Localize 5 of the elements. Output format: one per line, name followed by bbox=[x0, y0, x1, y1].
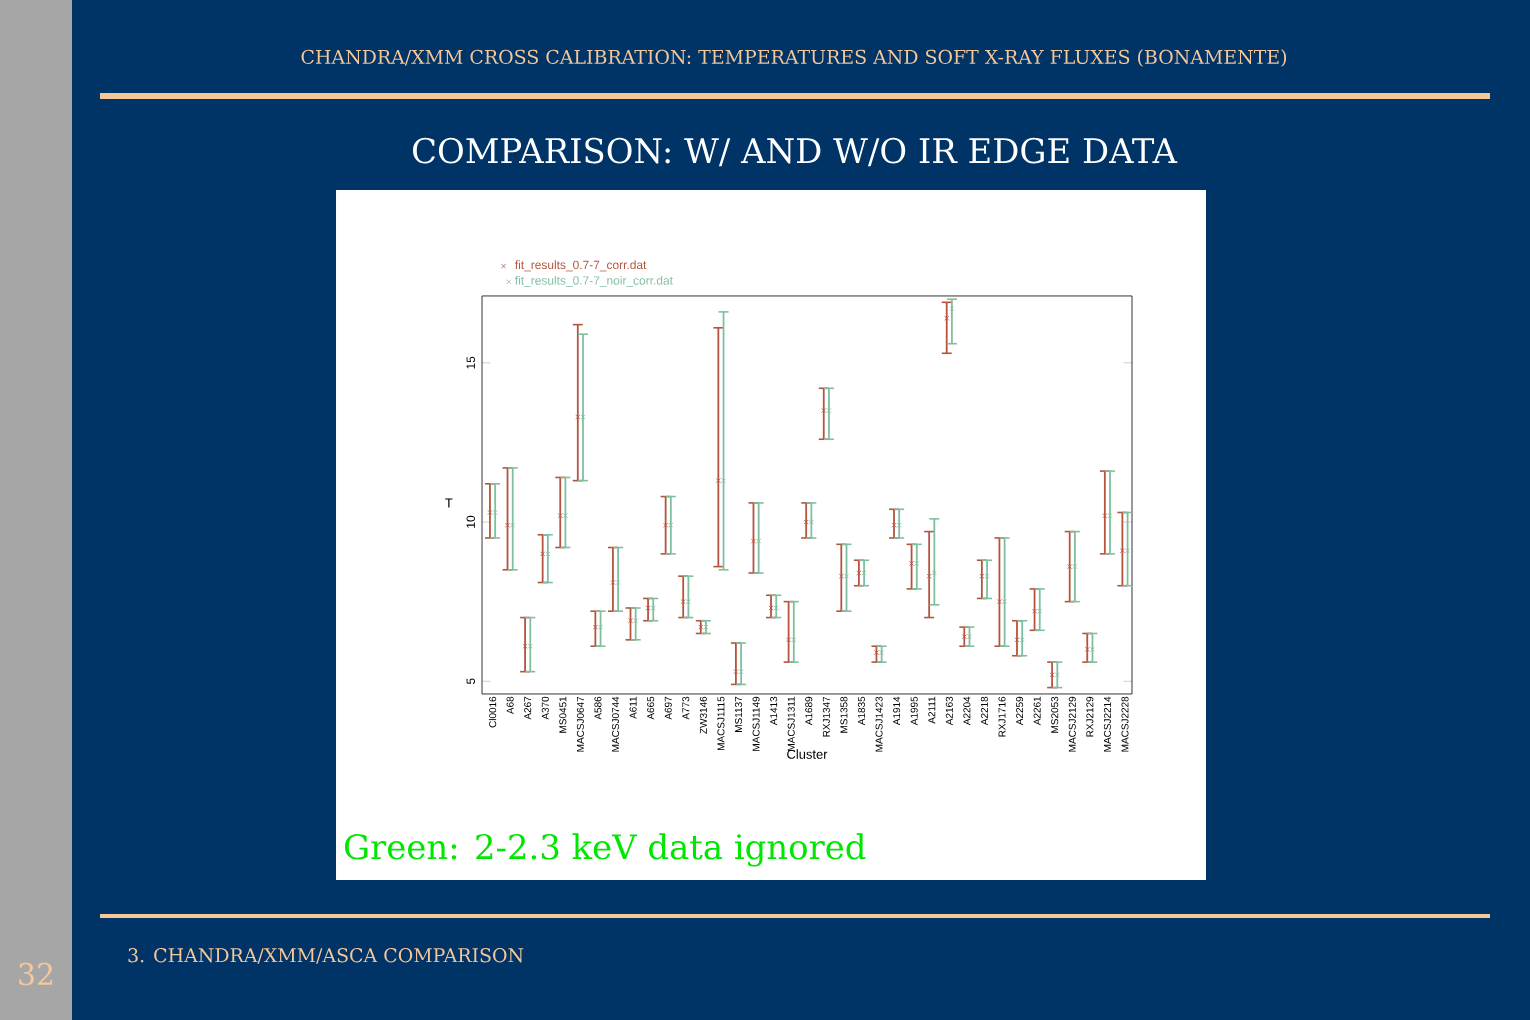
text: Green: 2-2.3 keV data ignored bbox=[344, 833, 866, 867]
chart-title: COMPARISON: W/ AND W/O IR EDGE DATA bbox=[413, 137, 1178, 167]
text: 3. CHANDRA/XMM/ASCA COMPARISON bbox=[128, 948, 524, 964]
text: CHANDRA/XMM CROSS CALIBRATION: TEMPERATURES AND SOFT X-RAY FLUXES (BONAMENTE) bbox=[301, 49, 1287, 67]
text: 32 bbox=[19, 962, 53, 986]
